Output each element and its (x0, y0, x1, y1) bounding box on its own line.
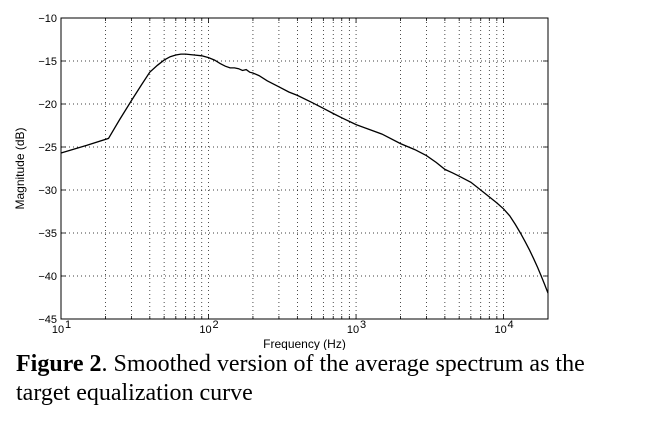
x-tick-exponent: 1 (65, 319, 71, 331)
grid-lines (61, 18, 548, 319)
plot-frame (60, 17, 549, 320)
figure-caption-text: . Smoothed version of the average spectr… (16, 351, 585, 406)
series-line-equalization-curve (60, 53, 549, 294)
y-tick-label: −10 (38, 13, 57, 25)
y-tick-label: −40 (38, 271, 57, 283)
x-tick-label: 10 (52, 324, 64, 336)
x-axis-ticks: 10 1 10 2 10 3 10 4 (52, 319, 514, 336)
x-tick-label: 10 (494, 324, 506, 336)
y-tick-label: −20 (38, 99, 57, 111)
y-tick-label: −45 (38, 314, 57, 326)
equalization-chart: 10 1 10 2 10 3 10 4 −10−15−20−25−30−35−40−45 Fr… (13, 13, 549, 350)
x-tick-label: 10 (199, 324, 211, 336)
x-tick-exponent: 4 (508, 319, 514, 331)
x-tick-exponent: 2 (212, 319, 218, 331)
y-tick-label: −35 (38, 228, 57, 240)
x-tick-exponent: 3 (360, 319, 366, 331)
figure-caption: Figure 2. Smoothed version of the averag… (16, 350, 638, 408)
y-tick-label: −25 (38, 142, 57, 154)
x-tick-label: 10 (347, 324, 359, 336)
x-axis-label: Frequency (Hz) (263, 337, 346, 350)
y-axis-ticks: −10 −15 −20 −25 −30 −35 −40 −45 (38, 13, 548, 326)
y-axis-label: Magnitude (dB) (13, 127, 27, 209)
y-tick-label: −15 (38, 56, 57, 68)
y-tick-label: −30 (38, 185, 57, 197)
figure-caption-label: Figure 2 (16, 351, 102, 377)
